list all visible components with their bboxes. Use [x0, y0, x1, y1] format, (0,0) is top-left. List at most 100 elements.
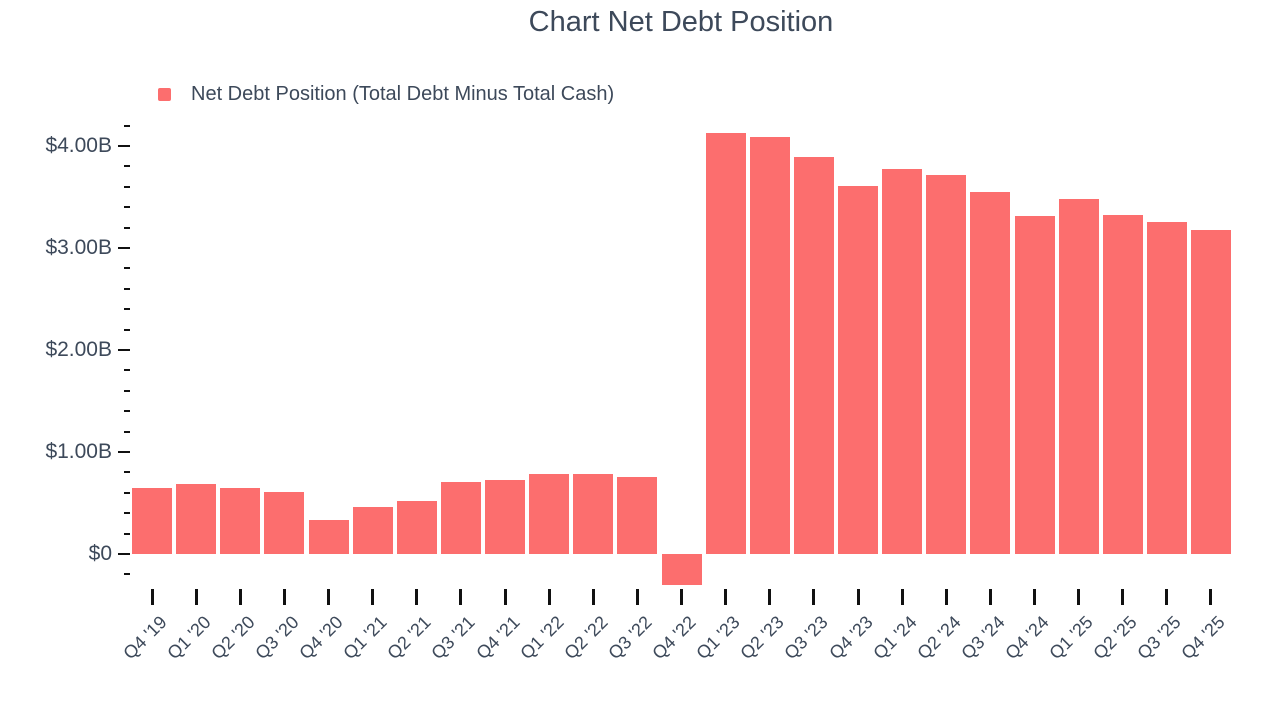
- bar-q4-21[interactable]: [485, 480, 525, 554]
- x-axis-label: Q4 '19: [118, 612, 171, 664]
- bar-q1-20[interactable]: [176, 484, 217, 554]
- y-axis-label: $0: [88, 542, 112, 565]
- x-axis-tick: [988, 589, 992, 605]
- bar-q3-22[interactable]: [617, 477, 658, 554]
- y-axis-minor-tick: [124, 288, 130, 290]
- x-axis-label: Q4 '20: [295, 612, 347, 664]
- bar-q2-25[interactable]: [1102, 215, 1143, 554]
- x-axis-label: Q3 '23: [780, 612, 833, 664]
- x-axis-label: Q2 '23: [736, 612, 788, 664]
- x-axis-label: Q1 '24: [868, 612, 921, 664]
- x-axis-label: Q4 '25: [1177, 612, 1230, 664]
- x-axis-label: Q1 '22: [515, 612, 568, 664]
- x-axis-tick: [1033, 589, 1036, 605]
- x-axis-tick: [680, 589, 683, 605]
- bar-q3-23[interactable]: [793, 157, 834, 554]
- y-axis-minor-tick: [124, 308, 130, 310]
- x-axis-tick: [856, 589, 860, 605]
- bar-q1-21[interactable]: [352, 507, 393, 554]
- x-axis-tick: [724, 589, 728, 605]
- legend-item[interactable]: Net Debt Position (Total Debt Minus Tota…: [158, 82, 615, 105]
- x-axis-tick: [635, 589, 639, 605]
- bar-q2-24[interactable]: [926, 175, 967, 554]
- legend-label: Net Debt Position (Total Debt Minus Tota…: [191, 82, 615, 105]
- y-axis-label: $4.00B: [45, 134, 112, 157]
- x-axis-tick: [238, 589, 242, 605]
- bar-q1-24[interactable]: [882, 169, 923, 554]
- bar-q3-24[interactable]: [970, 192, 1011, 554]
- bar-q3-25[interactable]: [1146, 222, 1187, 554]
- x-axis-label: Q1 '21: [339, 612, 391, 664]
- x-axis-tick: [194, 589, 198, 605]
- x-axis-tick: [1165, 589, 1169, 605]
- bar-q4-19[interactable]: [132, 488, 173, 554]
- bar-q1-23[interactable]: [705, 133, 746, 554]
- x-axis-tick: [459, 589, 463, 605]
- x-axis-label: Q2 '24: [913, 612, 965, 664]
- x-axis-label: Q2 '21: [383, 612, 435, 664]
- x-axis-tick: [944, 589, 948, 605]
- y-axis-minor-tick: [124, 125, 130, 127]
- x-axis-label: Q4 '24: [1001, 612, 1053, 664]
- x-axis-label: Q2 '22: [560, 612, 612, 664]
- x-axis-tick: [282, 589, 286, 605]
- y-axis-minor-tick: [124, 329, 130, 331]
- bar-q2-21[interactable]: [396, 501, 437, 554]
- y-axis-minor-tick: [124, 206, 130, 208]
- x-axis-tick: [371, 589, 375, 605]
- x-axis-tick: [415, 589, 419, 605]
- bar-q2-22[interactable]: [573, 474, 614, 554]
- y-axis-major-tick: [118, 451, 130, 453]
- x-axis-label: Q1 '23: [692, 612, 744, 664]
- x-axis-label: Q3 '21: [427, 612, 480, 664]
- x-axis-label: Q3 '20: [251, 612, 303, 664]
- y-axis-minor-tick: [124, 390, 130, 392]
- x-axis-label: Q1 '20: [163, 612, 215, 664]
- x-axis-tick: [1121, 589, 1125, 605]
- x-axis-tick: [812, 589, 816, 605]
- x-axis-tick: [327, 589, 330, 605]
- bar-q4-22[interactable]: [661, 554, 702, 585]
- y-axis-minor-tick: [124, 267, 130, 269]
- bar-q4-25[interactable]: [1190, 230, 1231, 554]
- x-axis-label: Q3 '24: [957, 612, 1009, 664]
- y-axis-minor-tick: [124, 186, 130, 188]
- chart-title: Chart Net Debt Position: [528, 6, 834, 38]
- legend-swatch-icon: [158, 87, 171, 101]
- y-axis-label: $1.00B: [45, 440, 112, 463]
- x-axis-label: Q1 '25: [1045, 612, 1097, 664]
- x-axis-tick: [1077, 589, 1081, 605]
- x-axis-tick: [900, 589, 904, 605]
- bar-q4-20[interactable]: [308, 520, 349, 554]
- y-axis-minor-tick: [124, 227, 130, 229]
- bar-q2-20[interactable]: [220, 488, 261, 554]
- bar-q4-24[interactable]: [1014, 216, 1055, 554]
- x-axis-tick: [768, 589, 772, 605]
- y-axis-minor-tick: [124, 431, 130, 433]
- y-axis-minor-tick: [124, 410, 130, 412]
- x-axis-label: Q4 '23: [824, 612, 877, 664]
- bar-q2-23[interactable]: [749, 137, 790, 554]
- x-axis-tick: [591, 589, 595, 605]
- x-axis-label: Q3 '22: [604, 612, 656, 664]
- x-axis-label: Q4 '21: [471, 612, 524, 664]
- y-axis-minor-tick: [124, 573, 130, 575]
- bar-q4-23[interactable]: [838, 186, 878, 554]
- y-axis-minor-tick: [124, 369, 130, 371]
- y-axis-minor-tick: [124, 471, 130, 473]
- bar-q1-25[interactable]: [1058, 199, 1099, 554]
- y-axis-minor-tick: [124, 492, 130, 494]
- y-axis-minor-tick: [124, 165, 130, 167]
- y-axis-label: $3.00B: [45, 236, 112, 259]
- y-axis-major-tick: [118, 247, 130, 249]
- bar-q3-20[interactable]: [264, 492, 305, 554]
- bar-q3-21[interactable]: [440, 482, 481, 554]
- y-axis-major-tick: [118, 145, 130, 147]
- bar-q1-22[interactable]: [529, 474, 570, 554]
- x-axis-tick: [547, 589, 551, 605]
- x-axis-label: Q2 '25: [1089, 612, 1141, 664]
- x-axis-label: Q4 '22: [648, 612, 700, 664]
- x-axis-label: Q3 '25: [1133, 612, 1185, 664]
